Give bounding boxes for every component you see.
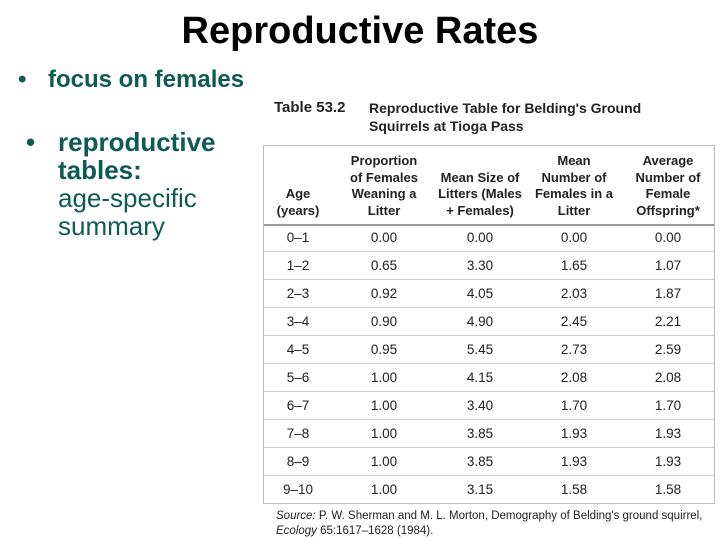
table-cell: 2.21 — [654, 314, 682, 329]
bullet-marker: • — [18, 66, 27, 93]
table-cell: 1.70 — [654, 398, 682, 413]
bullet-strong-text: reproductive tables: — [58, 127, 216, 185]
table-cell: 3.15 — [466, 482, 494, 497]
table-cell: 1.00 — [370, 398, 398, 413]
header-proportion-weaning: Proportion of Females Weaning a Litter — [350, 153, 418, 218]
table-cell: 1.58 — [654, 482, 682, 497]
header-mean-females: Mean Number of Females in a Litter — [534, 153, 614, 218]
table-cell: 0–1 — [286, 230, 310, 245]
table-cell: 7–8 — [286, 426, 310, 441]
table-cell: 4.15 — [466, 370, 494, 385]
table-cell: 1.93 — [654, 454, 682, 469]
table-cell: 8–9 — [286, 454, 310, 469]
table-cell: 2.08 — [560, 370, 588, 385]
table-cell: 3.85 — [466, 426, 494, 441]
table-cell: 0.00 — [370, 230, 398, 245]
header-age: Age (years) — [276, 186, 320, 218]
table-cell: 1.93 — [560, 426, 588, 441]
table-row: 5–6 1.00 4.15 2.08 2.08 — [264, 364, 714, 392]
table-cell: 2–3 — [286, 286, 310, 301]
table-cell: 2.45 — [560, 314, 588, 329]
bullet-rest-text: age-specific summary — [58, 183, 197, 241]
table-cell: 1.93 — [654, 426, 682, 441]
table-cell: 2.73 — [560, 342, 588, 357]
table-cell: 3.85 — [466, 454, 494, 469]
table-cell: 1.65 — [560, 258, 588, 273]
bullet-text: focus on females — [48, 66, 245, 93]
table-cell: 1.00 — [370, 482, 398, 497]
source-text: P. W. Sherman and M. L. Morton, Demograp… — [318, 510, 703, 522]
table-cell: 1.07 — [654, 258, 682, 273]
header-mean-litter-size: Mean Size of Litters (Males + Females) — [438, 169, 522, 218]
table-cell: 4.05 — [466, 286, 494, 301]
table-row: 9–10 1.00 3.15 1.58 1.58 — [264, 476, 714, 504]
table-cell: 1.58 — [560, 482, 588, 497]
table-cell: 0.65 — [370, 258, 398, 273]
table-header-row: Age (years) Proportion of Females Weanin… — [264, 146, 714, 226]
table-row: 7–8 1.00 3.85 1.93 1.93 — [264, 420, 714, 448]
table-cell: 0.00 — [560, 230, 588, 245]
table-cell: 0.00 — [654, 230, 682, 245]
table-cell: 1.93 — [560, 454, 588, 469]
table-cell: 0.95 — [370, 342, 398, 357]
table-cell: 1–2 — [286, 258, 310, 273]
table-source: Source: P. W. Sherman and M. L. Morton, … — [276, 509, 716, 539]
table-cell: 2.03 — [560, 286, 588, 301]
table-cell: 9–10 — [282, 482, 314, 497]
table-cell: 5.45 — [466, 342, 494, 357]
table-cell: 2.08 — [654, 370, 682, 385]
table-cell: 2.59 — [654, 342, 682, 357]
reproductive-table: Age (years) Proportion of Females Weanin… — [263, 145, 715, 504]
table-cell: 1.00 — [370, 454, 398, 469]
table-row: 3–4 0.90 4.90 2.45 2.21 — [264, 308, 714, 336]
table-cell: 3.40 — [466, 398, 494, 413]
table-cell: 3.30 — [466, 258, 494, 273]
source-ref: 65:1617–1628 (1984). — [320, 525, 434, 537]
source-journal: Ecology — [276, 525, 317, 537]
bullet-focus-on-females: • focus on females — [18, 66, 244, 94]
table-row: 1–2 0.65 3.30 1.65 1.07 — [264, 252, 714, 280]
table-row: 0–1 0.00 0.00 0.00 0.00 — [264, 224, 714, 252]
header-average-female-offspring: Average Number of Female Offspring* — [635, 153, 701, 218]
table-cell: 1.87 — [654, 286, 682, 301]
bullet-marker: • — [26, 127, 36, 157]
table-caption: Reproductive Table for Belding's Ground … — [369, 100, 642, 134]
table-cell: 0.00 — [466, 230, 494, 245]
table-row: 4–5 0.95 5.45 2.73 2.59 — [264, 336, 714, 364]
table-cell: 0.92 — [370, 286, 398, 301]
table-cell: 6–7 — [286, 398, 310, 413]
table-row: 6–7 1.00 3.40 1.70 1.70 — [264, 392, 714, 420]
table-cell: 1.00 — [370, 426, 398, 441]
table-cell: 4–5 — [286, 342, 310, 357]
table-row: 8–9 1.00 3.85 1.93 1.93 — [264, 448, 714, 476]
table-number: Table 53.2 — [274, 99, 346, 116]
table-cell: 3–4 — [286, 314, 310, 329]
table-cell: 1.70 — [560, 398, 588, 413]
source-label: Source: — [276, 510, 316, 522]
table-row: 2–3 0.92 4.05 2.03 1.87 — [264, 280, 714, 308]
slide-title: Reproductive Rates — [181, 10, 539, 52]
table-cell: 0.90 — [370, 314, 398, 329]
table-cell: 1.00 — [370, 370, 398, 385]
table-cell: 5–6 — [286, 370, 310, 385]
table-cell: 4.90 — [466, 314, 494, 329]
